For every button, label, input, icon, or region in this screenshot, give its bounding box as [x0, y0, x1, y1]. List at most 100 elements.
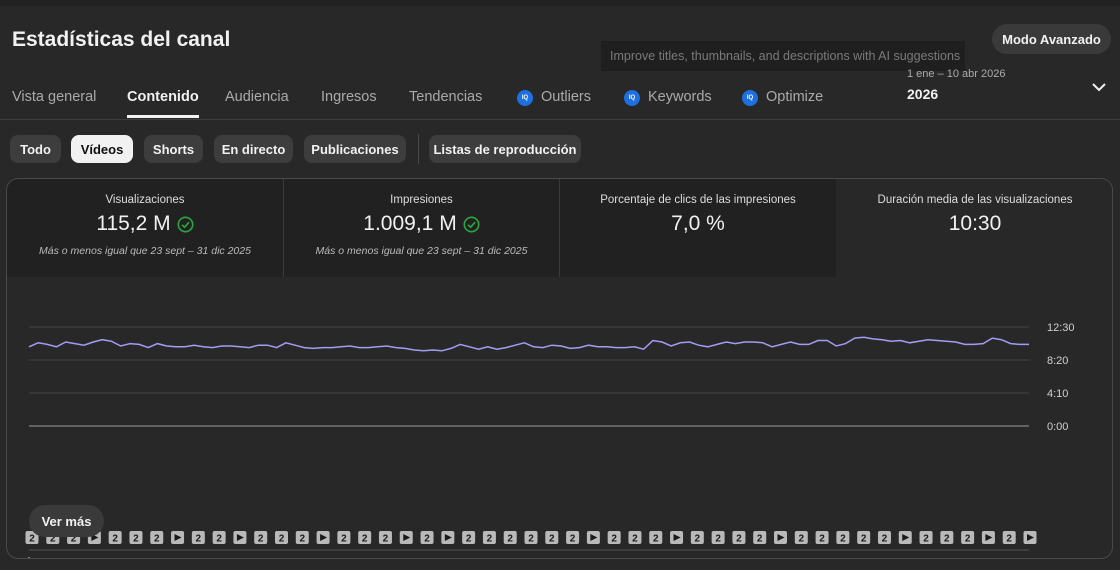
tab-audiencia[interactable]: Audiencia — [225, 80, 289, 118]
video-count-marker — [150, 531, 164, 544]
video-count-marker — [275, 531, 288, 544]
chip-divider — [418, 134, 419, 164]
filter-chip-shorts[interactable]: Shorts — [144, 135, 203, 163]
video-count-marker — [836, 531, 850, 544]
video-count-marker — [649, 531, 663, 544]
see-more-button[interactable]: Ver más — [29, 505, 104, 537]
video-count-marker — [212, 531, 226, 544]
iq-badge-icon: IQ — [742, 90, 758, 106]
play-glyph — [403, 534, 411, 541]
video-count-label: 2 — [1006, 534, 1012, 545]
play-glyph — [444, 534, 452, 541]
tab-label: Optimize — [766, 89, 824, 105]
play-glyph — [985, 534, 993, 541]
video-count-label: 2 — [71, 534, 77, 545]
video-count-label: 2 — [133, 534, 139, 545]
video-count-marker — [690, 531, 704, 544]
y-tick-label: 8:20 — [1047, 355, 1068, 367]
metric-ctr[interactable]: Porcentaje de clics de las impresiones 7… — [560, 179, 836, 277]
video-count-label: 2 — [50, 534, 56, 545]
video-count-label: 2 — [362, 534, 368, 545]
tab-label: Tendencias — [409, 89, 483, 105]
ai-suggestion-tooltip: Improve titles, thumbnails, and descript… — [601, 41, 965, 71]
filter-chip-en-directo[interactable]: En directo — [214, 135, 293, 163]
filter-chip-todo[interactable]: Todo — [10, 135, 61, 163]
filter-chip-listas[interactable]: Listas de reproducción — [429, 135, 581, 163]
video-count-marker — [961, 531, 975, 544]
tab-label: Contenido — [127, 89, 199, 105]
play-glyph — [174, 534, 182, 541]
video-count-label: 2 — [279, 534, 285, 545]
tab-contenido[interactable]: Contenido — [127, 80, 199, 118]
video-count-marker — [420, 531, 434, 544]
play-glyph — [902, 534, 910, 541]
chevron-down-icon[interactable] — [1090, 80, 1108, 94]
play-glyph — [236, 534, 244, 541]
check-circle-icon — [177, 216, 194, 232]
iq-badge-icon: IQ — [517, 90, 533, 106]
metric-value: 10:30 — [948, 212, 1002, 235]
video-count-marker — [254, 531, 268, 544]
tab-optimize[interactable]: IQ Optimize — [742, 80, 823, 118]
video-count-marker — [378, 531, 392, 544]
video-count-label: 2 — [715, 534, 721, 545]
video-count-marker — [711, 531, 725, 544]
video-count-marker — [545, 531, 559, 544]
video-count-marker — [628, 531, 642, 544]
video-count-label: 2 — [507, 534, 513, 545]
video-count-label: 2 — [29, 534, 35, 545]
filter-chip-videos[interactable]: Vídeos — [71, 135, 133, 163]
tab-label: Vista general — [12, 89, 97, 105]
tabs-bar: Vista general Contenido Audiencia Ingres… — [0, 80, 1120, 118]
video-count-label: 2 — [861, 534, 867, 545]
filter-chip-publicaciones[interactable]: Publicaciones — [304, 135, 406, 163]
video-count-marker — [129, 531, 143, 544]
tab-keywords[interactable]: IQ Keywords — [624, 80, 712, 118]
check-circle-icon — [463, 216, 480, 232]
video-count-marker — [191, 531, 205, 544]
video-count-label: 2 — [757, 534, 763, 545]
tab-label: Ingresos — [321, 89, 377, 105]
play-glyph — [1027, 534, 1034, 541]
metric-comparison: Más o menos igual que 23 sept – 31 dic 2… — [39, 245, 251, 257]
metric-label: Impresiones — [390, 194, 453, 206]
video-count-label: 2 — [819, 534, 825, 545]
tab-label: Keywords — [648, 89, 712, 105]
date-range-text: 1 ene – 10 abr 2026 — [907, 68, 1006, 80]
video-count-label: 2 — [216, 534, 222, 545]
metric-duracion-media[interactable]: Duración media de las visualizaciones 10… — [836, 179, 1112, 277]
video-count-marker — [108, 531, 122, 544]
metric-label: Visualizaciones — [105, 194, 185, 206]
metric-impresiones[interactable]: Impresiones 1.009,1 M Más o menos igual … — [284, 179, 559, 277]
video-count-label: 2 — [653, 534, 659, 545]
date-range-selector[interactable]: 2026 — [907, 86, 939, 102]
video-count-label: 2 — [965, 534, 971, 545]
video-count-marker — [295, 531, 309, 544]
video-count-label: 2 — [632, 534, 638, 545]
video-count-marker — [940, 531, 954, 544]
stats-card: Visualizaciones 115,2 M Más o menos igua… — [6, 178, 1113, 559]
metric-value: 115,2 M — [96, 212, 171, 235]
tab-ingresos[interactable]: Ingresos — [321, 80, 377, 118]
avg-view-duration-chart: 12:30 8:20 4:10 0:00 2 2 2 2 2 2 2 2 2 2 2 2 2 2 2 2 2 2 2 2 2 2 2… — [25, 322, 1075, 558]
tab-tendencias[interactable]: Tendencias — [409, 80, 482, 118]
video-count-label: 2 — [882, 534, 888, 545]
video-count-label: 2 — [944, 534, 950, 545]
video-count-label: 2 — [154, 534, 160, 545]
video-count-label: 2 — [383, 534, 389, 545]
video-count-marker — [919, 531, 933, 544]
tab-vista-general[interactable]: Vista general — [12, 80, 96, 118]
advanced-mode-button[interactable]: Modo Avanzado — [992, 24, 1111, 54]
tab-outliers[interactable]: IQ Outliers — [517, 80, 591, 118]
video-count-marker — [877, 531, 891, 544]
video-count-label: 2 — [300, 534, 306, 545]
video-count-label: 2 — [570, 534, 576, 545]
video-count-label: 2 — [549, 534, 555, 545]
metric-value-row: 1.009,1 M — [284, 212, 559, 236]
video-count-label: 2 — [341, 534, 347, 545]
video-count-marker — [566, 531, 580, 544]
video-count-label: 2 — [424, 534, 430, 545]
video-count-label: 2 — [528, 534, 534, 545]
video-count-label: 2 — [466, 534, 472, 545]
metric-visualizaciones[interactable]: Visualizaciones 115,2 M Más o menos igua… — [7, 179, 283, 277]
